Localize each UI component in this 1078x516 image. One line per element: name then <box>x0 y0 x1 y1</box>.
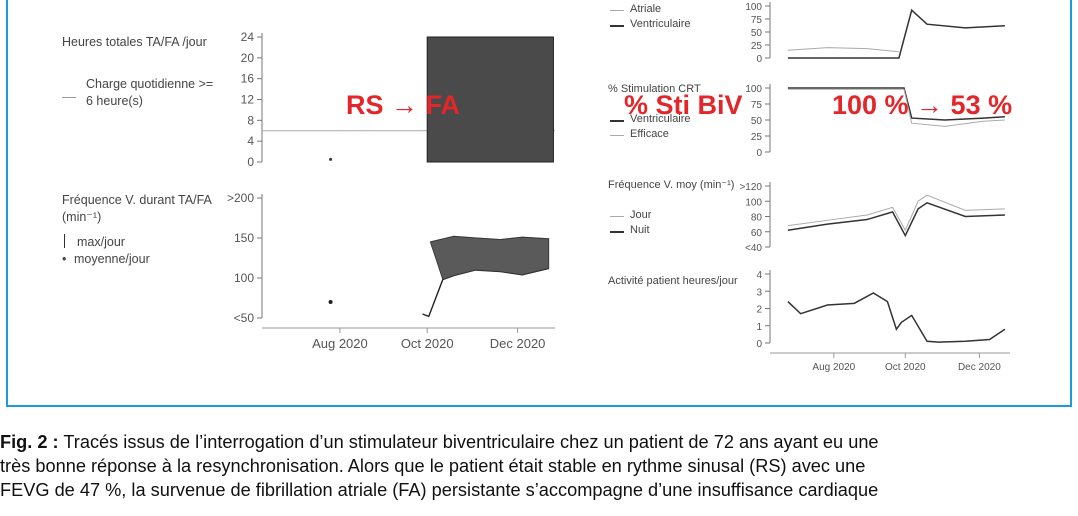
chart5-ytick-label-4: 0 <box>756 339 762 350</box>
chart2-ytick-label-3: 25 <box>751 41 763 52</box>
legend-max: max/jour <box>62 234 222 251</box>
legend-bar-max <box>64 234 77 248</box>
freq-legend: Jour Nuit <box>608 208 748 238</box>
chart5-ytick-label-0: 4 <box>756 270 762 281</box>
stim-legend-2: Efficace <box>630 128 669 140</box>
stim-legend-1: Ventriculaire <box>630 113 691 125</box>
legend-max-label: max/jour <box>77 235 125 249</box>
chart3-series-0-line <box>787 87 1005 121</box>
caption-line-1: Tracés issus de l’interrogation d’un sti… <box>63 432 879 452</box>
chart0-ytick-label-0: 0 <box>247 155 254 169</box>
overlay-rs-fa: RS → FA <box>346 90 461 120</box>
chart1-series-1-dot <box>328 300 333 304</box>
legend-line-gray <box>60 76 80 110</box>
chart1-xtick-label-2: Dec 2020 <box>490 336 546 351</box>
chart1-ytick-label-2: 100 <box>234 271 254 285</box>
caption-line-2: très bonne réponse à la resynchronisatio… <box>0 456 866 476</box>
legend-ventriculaire-label: Ventriculaire <box>630 18 691 30</box>
stim-title: % Stimulation CRT <box>608 83 701 95</box>
chart5-ytick-label-1: 3 <box>756 287 762 298</box>
overlay-percent: 100 % → 53 % <box>832 90 1013 120</box>
caption-label: Fig. 2 : <box>0 432 59 452</box>
chart0-ytick-label-6: 24 <box>241 30 255 44</box>
legend-moy-label: moyenne/jour <box>74 252 150 266</box>
chart3-ytick-label-2: 50 <box>751 116 763 127</box>
top-right-legend: Atriale Ventriculaire <box>608 2 748 32</box>
freq-legend-1: Jour <box>630 209 652 221</box>
chart1-ytick-label-3: <50 <box>234 311 255 325</box>
chart4-ytick-label-3: 60 <box>751 228 763 239</box>
chart0-ytick-label-1: 4 <box>247 134 254 148</box>
chart2-series-1-line <box>787 8 1005 59</box>
caption-line-3: FEVG de 47 %, la survenue de fibrillatio… <box>0 480 879 500</box>
chart0-ytick-label-3: 12 <box>241 93 255 107</box>
chart3-ytick-label-3: 25 <box>751 132 763 143</box>
top-left-title: Heures totales TA/FA /jour <box>62 35 207 49</box>
chart0-ytick-label-2: 8 <box>247 113 254 127</box>
chart1-ytick-label-0: >200 <box>227 191 254 205</box>
chart4-ytick-label-4: <40 <box>745 243 762 254</box>
chart5-xtick-label-0: Aug 2020 <box>812 362 855 373</box>
chart4-ytick-label-0: >120 <box>739 182 762 193</box>
chart2-ytick-label-1: 75 <box>751 15 763 26</box>
chart4-ytick-label-2: 80 <box>751 213 763 224</box>
chart2-ytick-label-0: 100 <box>745 2 762 13</box>
chart1-xtick-label-0: Aug 2020 <box>312 336 368 351</box>
figure-caption: Fig. 2 : Tracés issus de l’interrogation… <box>0 430 1078 502</box>
chart1-series-1-band <box>429 235 550 281</box>
top-left-legend: Charge quotidienne >= 6 heure(s) <box>60 76 220 110</box>
chart2-ytick-label-2: 50 <box>751 28 763 39</box>
top-left-legend-label: Charge quotidienne >= 6 heure(s) <box>86 77 214 108</box>
chart2-series-0-line <box>787 47 899 53</box>
legend-moy: • moyenne/jour <box>62 251 222 268</box>
bottom-left-title: Fréquence V. durant TA/FA (min⁻¹) <box>62 193 212 224</box>
figure: Heures totales TA/FA /jour Charge quotid… <box>6 0 1072 407</box>
legend-dot-moy: • <box>62 252 67 266</box>
chart3-ytick-label-0: 100 <box>745 84 762 95</box>
chart4-ytick-label-1: 100 <box>745 197 762 208</box>
stim-legend: Ventriculaire Efficace <box>608 112 748 142</box>
freq-title: Fréquence V. moy (min⁻¹) <box>608 179 735 191</box>
figure-frame <box>6 0 1072 407</box>
chart5-series-0-line <box>787 292 1006 343</box>
chart4-series-1-line <box>787 201 1005 238</box>
chart0-series-1-dot <box>329 157 333 161</box>
chart0-ytick-label-5: 20 <box>241 51 255 65</box>
chart2-ytick-label-4: 0 <box>756 54 762 65</box>
chart5-xtick-label-2: Dec 2020 <box>958 362 1001 373</box>
act-title: Activité patient heures/jour <box>608 275 738 287</box>
chart5-xtick-label-1: Oct 2020 <box>885 362 926 373</box>
chart1-ytick-label-1: 150 <box>234 231 254 245</box>
chart1-xtick-label-1: Oct 2020 <box>401 336 454 351</box>
chart5-ytick-label-3: 1 <box>756 322 762 333</box>
freq-legend-2: Nuit <box>630 224 650 236</box>
chart5-ytick-label-2: 2 <box>756 305 762 316</box>
legend-atriale-label: Atriale <box>630 3 662 15</box>
chart4-series-0-line <box>787 194 1005 232</box>
chart0-series-1-area <box>426 36 554 163</box>
overlay-sti-biv: % Sti BiV <box>624 90 743 120</box>
chart3-ytick-label-1: 75 <box>751 100 763 111</box>
chart3-series-1-line <box>787 88 1005 127</box>
chart3-ytick-label-4: 0 <box>756 148 762 159</box>
bottom-left-legend: max/jour • moyenne/jour <box>62 234 222 268</box>
chart0-ytick-label-4: 16 <box>241 72 255 86</box>
